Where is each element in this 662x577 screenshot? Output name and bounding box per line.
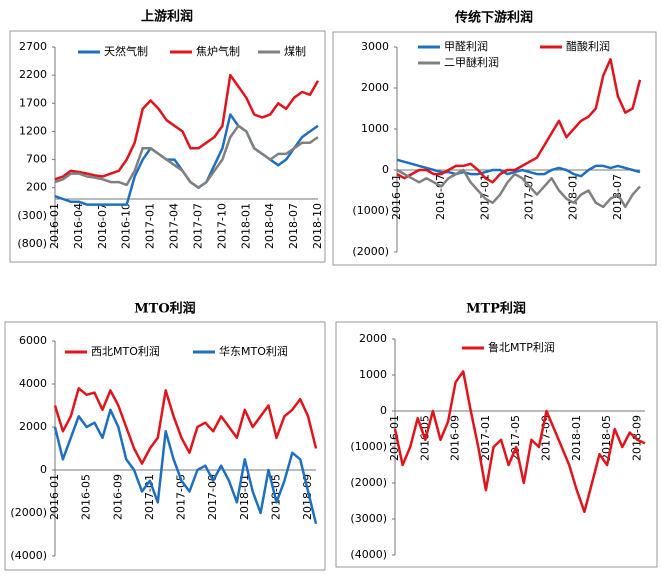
y-tick-label: (3000) — [350, 512, 387, 525]
x-tick-label: 2016-10 — [120, 203, 133, 249]
y-tick-label: 2200 — [19, 68, 47, 81]
y-tick-label: 0 — [380, 404, 387, 417]
legend-label: 天然气制 — [104, 44, 148, 58]
series-line — [54, 113, 319, 206]
x-tick-label: 2016-01 — [390, 174, 403, 220]
series-line — [53, 408, 318, 525]
y-tick-label: 1200 — [19, 124, 47, 137]
legend-label: 甲醛利润 — [444, 39, 488, 53]
x-tick-label: 2017-09 — [206, 474, 219, 520]
x-tick-label: 2017-07 — [523, 174, 536, 220]
legend-label: 焦炉气制 — [196, 44, 240, 58]
panel-frame — [9, 30, 326, 263]
x-tick-label: 2016-09 — [111, 474, 124, 520]
series-line — [393, 370, 646, 514]
y-tick-label: 6000 — [19, 334, 47, 347]
x-tick-label: 2017-01 — [144, 203, 157, 249]
x-tick-label: 2016-01 — [48, 203, 61, 249]
legend-label: 鲁北MTP利润 — [488, 340, 555, 354]
series-line — [54, 124, 319, 189]
y-tick-label: 4000 — [19, 377, 47, 390]
x-tick-label: 2017-04 — [168, 203, 181, 249]
chart-title: MTO利润 — [134, 301, 195, 317]
y-tick-label: (2000) — [350, 476, 387, 489]
x-tick-label: 2017-07 — [191, 203, 204, 249]
x-tick-label: 2018-09 — [301, 474, 314, 520]
x-tick-label: 2016-05 — [80, 474, 93, 520]
legend-label: 醋酸利润 — [566, 39, 610, 53]
y-tick-label: (800) — [17, 237, 47, 250]
panel-frame — [4, 321, 326, 571]
x-tick-label: 2018-01 — [239, 203, 252, 249]
panel-frame — [335, 321, 658, 568]
x-tick-label: 2016-07 — [96, 203, 109, 249]
x-tick-label: 2018-05 — [600, 415, 613, 461]
x-tick-label: 2017-05 — [509, 415, 522, 461]
y-tick-label: 200 — [26, 181, 47, 194]
x-tick-label: 2018-10 — [311, 203, 324, 249]
x-tick-label: 2016-04 — [72, 203, 85, 249]
y-tick-label: 2700 — [19, 40, 47, 53]
chart-title: 传统下游利润 — [454, 10, 533, 26]
x-tick-label: 2017-01 — [479, 415, 492, 461]
y-tick-label: (2000) — [352, 245, 389, 258]
series-line — [54, 73, 320, 181]
legend-label: 华东MTO利润 — [219, 344, 288, 358]
x-tick-label: 2018-07 — [287, 203, 300, 249]
y-tick-label: 0 — [382, 163, 389, 176]
x-tick-label: 2018-07 — [611, 174, 624, 220]
y-tick-label: 2000 — [361, 81, 389, 94]
y-tick-label: (1000) — [350, 440, 387, 453]
series-line — [396, 58, 642, 184]
series-line — [53, 387, 318, 465]
y-tick-label: 1000 — [361, 122, 389, 135]
y-tick-label: (4000) — [10, 549, 47, 562]
chart-title: 上游利润 — [141, 9, 193, 25]
y-tick-label: 1000 — [359, 368, 387, 381]
y-tick-label: 1700 — [19, 96, 47, 109]
y-tick-label: (2000) — [10, 506, 47, 519]
y-tick-label: 3000 — [361, 40, 389, 53]
panel-frame — [332, 31, 657, 266]
y-tick-label: (300) — [17, 209, 47, 222]
x-tick-label: 2016-09 — [449, 415, 462, 461]
series-line — [396, 158, 641, 178]
y-tick-label: (4000) — [350, 548, 387, 561]
legend-label: 二甲醚利润 — [444, 55, 499, 69]
y-tick-label: 2000 — [359, 332, 387, 345]
y-tick-label: 700 — [26, 153, 47, 166]
y-tick-label: 0 — [40, 463, 47, 476]
chart-title: MTP利润 — [466, 301, 526, 317]
x-tick-label: 2017-10 — [215, 203, 228, 249]
x-tick-label: 2018-04 — [263, 203, 276, 249]
x-tick-label: 2016-01 — [48, 474, 61, 520]
y-tick-label: (1000) — [352, 204, 389, 217]
y-tick-label: 2000 — [19, 420, 47, 433]
x-tick-label: 2018-01 — [567, 174, 580, 220]
x-tick-label: 2018-01 — [570, 415, 583, 461]
legend-label: 西北MTO利润 — [91, 344, 160, 358]
legend-label: 煤制 — [284, 45, 306, 58]
x-tick-label: 2016-01 — [388, 415, 401, 461]
series-line — [396, 168, 641, 209]
